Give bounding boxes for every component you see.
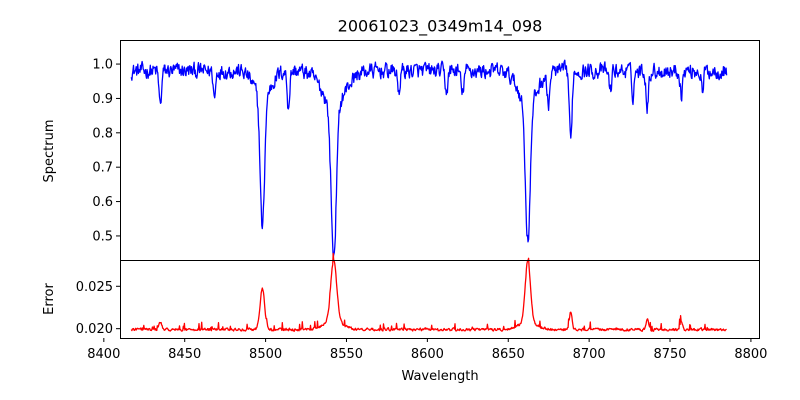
x-tick-label: 8450 [168, 347, 201, 362]
y-tick-label: 0.7 [92, 161, 113, 176]
x-tick-label: 8400 [87, 347, 120, 362]
spectrum-y-ticks: 0.5 0.6 0.7 0.8 0.9 1.0 [92, 58, 120, 244]
x-tick-label: 8550 [330, 347, 363, 362]
x-tick-label: 8650 [492, 347, 525, 362]
error-y-axis-label: Error [42, 283, 57, 315]
y-tick-label: 0.9 [92, 92, 113, 107]
y-tick-label: 0.025 [76, 280, 113, 295]
error-axes-frame [120, 260, 760, 339]
spectrum-y-axis-label: Spectrum [42, 120, 57, 183]
x-tick-label: 8800 [734, 347, 767, 362]
error-x-ticks: 8400 8450 8500 8550 8600 8650 8700 8750 8800 [87, 338, 767, 362]
y-tick-label: 0.5 [92, 229, 113, 244]
x-tick-label: 8600 [411, 347, 444, 362]
y-tick-label: 0.6 [92, 195, 113, 210]
y-tick-label: 0.020 [76, 322, 113, 337]
chart-title: 20061023_0349m14_098 [338, 17, 543, 37]
x-axis-label: Wavelength [401, 369, 478, 384]
spectrum-series-line [130, 59, 728, 259]
x-tick-label: 8750 [653, 347, 686, 362]
error-series-line [130, 252, 727, 332]
y-tick-label: 1.0 [92, 58, 113, 73]
error-y-ticks: 0.020 0.025 [76, 280, 120, 337]
x-tick-label: 8500 [249, 347, 282, 362]
x-tick-label: 8700 [573, 347, 606, 362]
y-tick-label: 0.8 [92, 126, 113, 141]
